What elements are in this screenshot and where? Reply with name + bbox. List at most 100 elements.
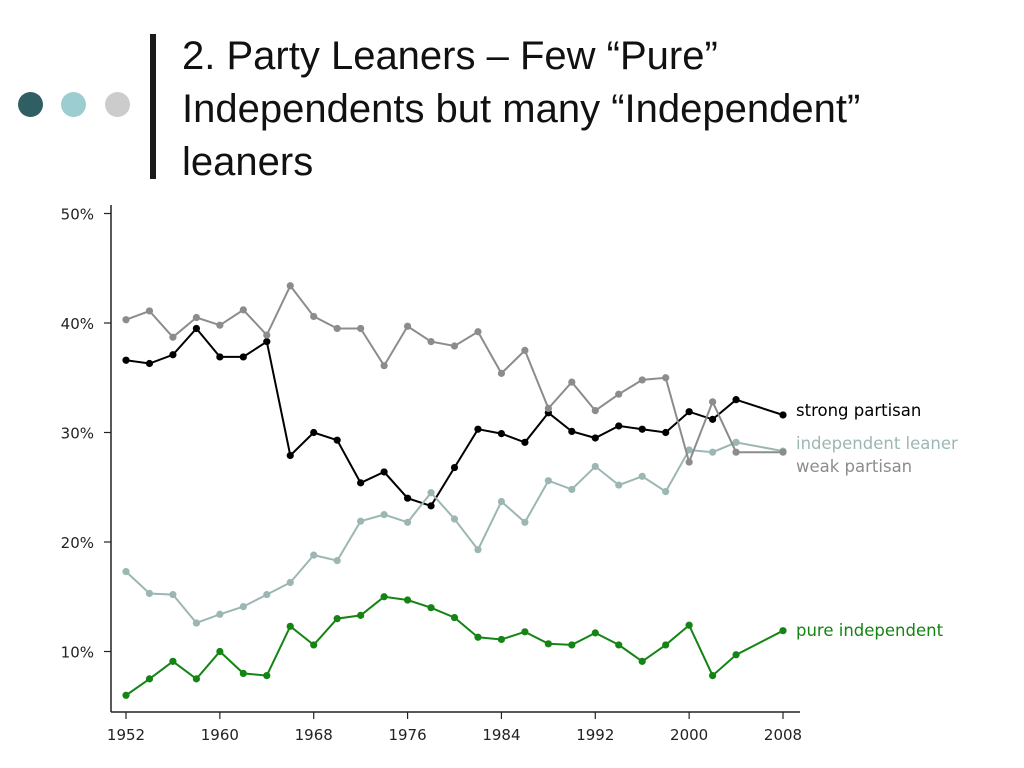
- strong-partisan-point: [474, 425, 482, 433]
- strong-partisan-point: [521, 438, 529, 446]
- weak-partisan-line: [125, 283, 783, 466]
- weak-partisan-point: [216, 321, 224, 329]
- strong-partisan-point: [568, 427, 576, 436]
- independent-leaner-point: [403, 518, 412, 526]
- weak-partisan-point: [638, 376, 646, 384]
- strong-partisan-point: [497, 429, 506, 438]
- independent-leaner-point: [122, 567, 130, 576]
- x-tick-label: 1976: [388, 726, 426, 744]
- strong-partisan-point: [263, 338, 271, 346]
- weak-partisan-point: [521, 346, 529, 354]
- weak-partisan-label: weak partisan: [796, 457, 912, 476]
- pure-independent-point: [357, 611, 365, 619]
- weak-partisan-point: [263, 331, 271, 339]
- x-tick-label: 1984: [482, 726, 520, 744]
- independent-leaner-point: [685, 446, 693, 454]
- weak-partisan-point: [615, 390, 623, 398]
- weak-partisan-point: [591, 407, 599, 415]
- pure-independent-point: [591, 629, 599, 637]
- pure-independent-point: [474, 633, 482, 641]
- x-tick-label: 2000: [670, 726, 708, 744]
- strong-partisan-label: strong partisan: [796, 401, 921, 420]
- weak-partisan-point: [380, 362, 388, 370]
- y-tick-label: 30%: [61, 425, 94, 443]
- slide-title: 2. Party Leaners – Few “Pure” Independen…: [182, 30, 1002, 189]
- strong-partisan-point: [192, 324, 200, 333]
- weak-partisan-point: [779, 448, 787, 456]
- pure-independent-label: pure independent: [796, 621, 944, 640]
- pure-independent-point: [403, 596, 412, 604]
- pure-independent-point: [216, 647, 224, 656]
- pure-independent-point: [638, 657, 646, 665]
- independent-leaner-label: independent leaner: [796, 434, 958, 453]
- strong-partisan-point: [732, 396, 740, 404]
- strong-partisan-point: [216, 353, 224, 361]
- weak-partisan-point: [357, 324, 365, 333]
- strong-partisan-point: [427, 502, 435, 510]
- strong-partisan-point: [145, 359, 154, 368]
- x-tick-label: 2008: [764, 726, 802, 744]
- independent-leaner-point: [521, 518, 529, 526]
- title-line-1: 2. Party Leaners – Few “Pure”: [182, 34, 718, 78]
- strong-partisan-point: [333, 436, 341, 444]
- pure-independent-point: [709, 671, 717, 680]
- dot-light-teal: [61, 92, 86, 117]
- weak-partisan-point: [239, 306, 247, 314]
- strong-partisan-line: [125, 326, 784, 508]
- pure-independent-point: [685, 621, 693, 629]
- weak-partisan-point: [450, 342, 459, 350]
- independent-leaner-point: [310, 551, 318, 559]
- y-tick-label: 50%: [61, 206, 94, 224]
- pure-independent-point: [263, 671, 271, 680]
- pure-independent-point: [568, 641, 576, 649]
- pure-independent-point: [192, 675, 200, 683]
- y-tick-label: 10%: [61, 644, 94, 662]
- y-tick-label: 40%: [61, 315, 94, 333]
- weak-partisan-point: [333, 324, 341, 333]
- independent-leaner-point: [615, 481, 623, 489]
- dot-gray: [105, 92, 130, 117]
- pure-independent-point: [310, 641, 318, 649]
- title-line-2: Independents but many “Independent”: [182, 87, 861, 131]
- independent-leaner-point: [333, 557, 341, 565]
- x-tick-label: 1952: [107, 726, 145, 744]
- pure-independent-point: [122, 691, 130, 699]
- strong-partisan-point: [685, 408, 693, 416]
- x-tick-label: 1992: [576, 726, 614, 744]
- strong-partisan-point: [403, 494, 412, 502]
- independent-leaner-point: [568, 485, 576, 494]
- pure-independent-point: [427, 604, 435, 612]
- independent-leaner-point: [544, 477, 552, 485]
- dot-dark: [18, 92, 43, 117]
- independent-leaner-point: [263, 590, 271, 599]
- pure-independent-point: [779, 627, 787, 635]
- strong-partisan-point: [709, 415, 717, 423]
- strong-partisan-point: [286, 451, 294, 460]
- pure-independent-line: [125, 595, 784, 697]
- independent-leaner-point: [239, 603, 247, 611]
- weak-partisan-point: [122, 316, 130, 324]
- strong-partisan-point: [615, 422, 623, 430]
- decorative-dots: [18, 92, 138, 122]
- weak-partisan-point: [403, 322, 412, 330]
- strong-partisan-point: [239, 353, 247, 361]
- weak-partisan-point: [192, 313, 200, 322]
- weak-partisan-point: [732, 448, 740, 456]
- pure-independent-point: [286, 622, 294, 630]
- pure-independent-point: [380, 593, 388, 601]
- independent-leaner-point: [450, 515, 459, 523]
- weak-partisan-point: [286, 282, 294, 290]
- weak-partisan-point: [568, 378, 576, 386]
- title-line-3: leaners: [182, 140, 314, 184]
- independent-leaner-point: [591, 462, 599, 471]
- strong-partisan-point: [169, 351, 177, 359]
- independent-leaner-point: [662, 488, 670, 496]
- independent-leaner-point: [732, 438, 740, 446]
- pure-independent-point: [169, 657, 177, 665]
- weak-partisan-point: [662, 374, 670, 382]
- strong-partisan-point: [591, 434, 599, 442]
- y-tick-label: 20%: [61, 534, 94, 552]
- pure-independent-point: [521, 628, 529, 636]
- strong-partisan-point: [380, 468, 388, 476]
- independent-leaner-point: [380, 511, 388, 519]
